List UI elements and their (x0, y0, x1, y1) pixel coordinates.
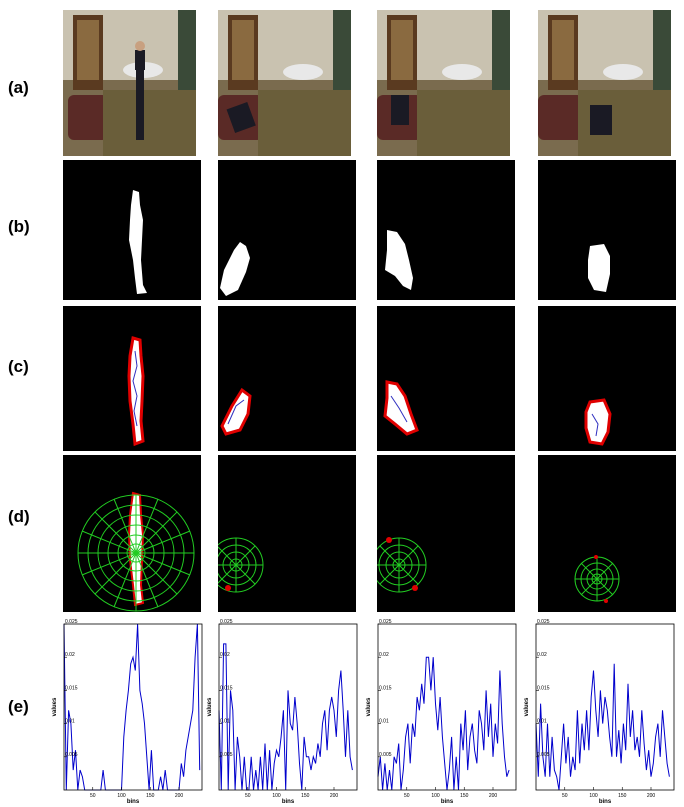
y-tick-label: 0.01 (220, 719, 230, 725)
y-tick-label: 0.02 (220, 652, 230, 658)
y-tick-label: 0.02 (537, 652, 547, 658)
scene-photo-1 (63, 10, 196, 156)
histogram-plot-4: 50 100 150 200 0.005 0.01 0.015 0.02 0.025 bins va… (520, 618, 680, 804)
contour-2 (218, 306, 356, 451)
row-label-a: (a) (8, 78, 29, 97)
silhouette-3 (377, 160, 515, 300)
x-tick-label: 200 (330, 793, 339, 799)
x-axis-label: bins (599, 799, 612, 804)
y-tick-label: 0.025 (379, 619, 392, 625)
y-tick-label: 0.005 (537, 752, 550, 758)
x-tick-label: 100 (117, 793, 126, 799)
x-tick-label: 50 (90, 793, 96, 799)
x-axis-label: bins (441, 799, 454, 804)
histogram-plot-1: 50 100 150 200 0.005 0.01 0.015 0.02 0.025 bins va… (48, 618, 208, 804)
y-tick-label: 0.015 (220, 685, 233, 691)
contour-3 (377, 306, 515, 451)
y-tick-label: 0.025 (65, 619, 78, 625)
x-tick-label: 150 (146, 793, 155, 799)
y-tick-label: 0.005 (65, 752, 78, 758)
plot-frame (63, 623, 203, 791)
row-label-e: (e) (8, 697, 29, 716)
x-tick-label: 150 (618, 793, 627, 799)
y-tick-label: 0.01 (65, 719, 75, 725)
histogram-svg: 50 100 150 200 0.005 0.01 0.015 0.02 0.025 bins va… (52, 619, 203, 804)
contour-4 (538, 306, 676, 451)
histogram-plot-2: 50 100 150 200 0.005 0.01 0.015 0.02 0.025 bins va… (203, 618, 363, 804)
histogram-plot-3: 50 100 150 200 0.005 0.01 0.015 0.02 0.025 bins va… (362, 618, 522, 804)
y-tick-label: 0.015 (65, 685, 78, 691)
histogram-svg: 50 100 150 200 0.005 0.01 0.015 0.02 0.025 bins va… (524, 619, 675, 804)
scene-photo-4 (538, 10, 671, 156)
row-label-c: (c) (8, 357, 29, 376)
x-axis-label: bins (127, 799, 140, 804)
x-tick-label: 50 (562, 793, 568, 799)
y-tick-label: 0.015 (379, 685, 392, 691)
plot-frame (377, 623, 517, 791)
row-label-b: (b) (8, 217, 30, 236)
series-line (535, 663, 670, 791)
y-tick-label: 0.01 (537, 719, 547, 725)
y-tick-label: 0.025 (220, 619, 233, 625)
x-tick-label: 50 (404, 793, 410, 799)
plot-frame (218, 623, 358, 791)
silhouette-2 (218, 160, 356, 300)
histogram-svg: 50 100 150 200 0.005 0.01 0.015 0.02 0.025 bins va… (366, 619, 517, 804)
series-line (63, 623, 201, 791)
x-tick-label: 100 (272, 793, 281, 799)
y-axis-label: values (52, 697, 58, 716)
polar-grid-2 (218, 455, 356, 612)
y-axis-label: values (207, 697, 213, 716)
series-line (218, 643, 353, 791)
x-tick-label: 100 (589, 793, 598, 799)
plot-frame (535, 623, 675, 791)
x-tick-label: 200 (175, 793, 184, 799)
y-tick-label: 0.005 (379, 752, 392, 758)
x-axis-label: bins (282, 799, 295, 804)
scene-photo-3 (377, 10, 510, 156)
y-axis-label: values (366, 697, 372, 716)
silhouette-1 (63, 160, 201, 300)
y-tick-label: 0.02 (379, 652, 389, 658)
contour-1 (63, 306, 201, 451)
polar-grid-4 (538, 455, 676, 612)
y-tick-label: 0.01 (379, 719, 389, 725)
x-tick-label: 200 (647, 793, 656, 799)
y-tick-label: 0.015 (537, 685, 550, 691)
y-tick-label: 0.02 (65, 652, 75, 658)
y-tick-label: 0.005 (220, 752, 233, 758)
silhouette-4 (538, 160, 676, 300)
x-tick-label: 200 (489, 793, 498, 799)
y-tick-label: 0.025 (537, 619, 550, 625)
y-axis-label: values (524, 697, 530, 716)
x-tick-label: 50 (245, 793, 251, 799)
scene-photo-2 (218, 10, 351, 156)
histogram-svg: 50 100 150 200 0.005 0.01 0.015 0.02 0.025 bins va… (207, 619, 358, 804)
polar-grid-1 (63, 455, 201, 612)
x-tick-label: 150 (301, 793, 310, 799)
x-tick-label: 150 (460, 793, 469, 799)
x-tick-label: 100 (431, 793, 440, 799)
row-label-d: (d) (8, 507, 30, 526)
polar-grid-3 (377, 455, 515, 612)
series-line (377, 656, 510, 791)
